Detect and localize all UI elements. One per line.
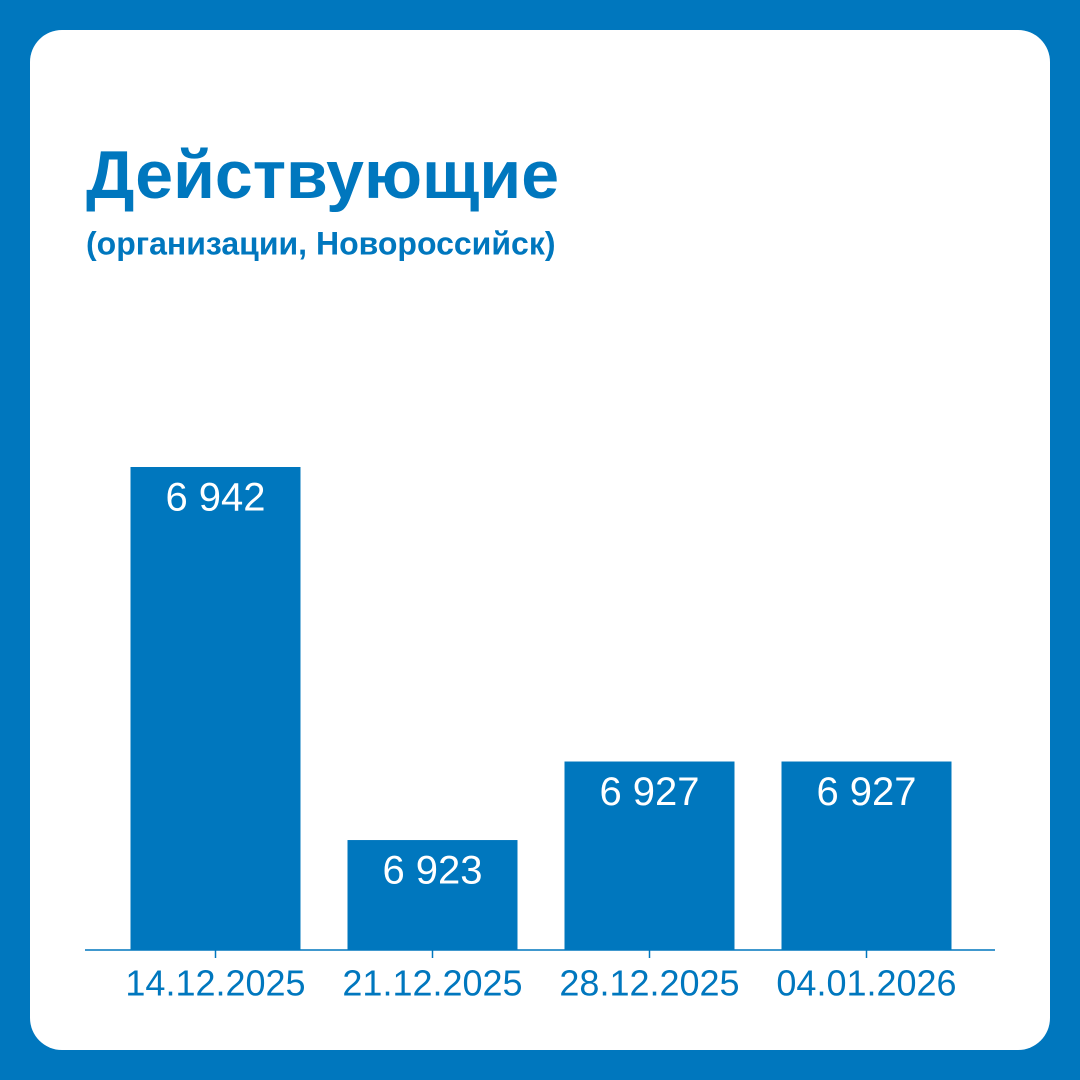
value-label: 6 923 — [382, 849, 482, 893]
bar — [130, 467, 301, 950]
value-label: 6 927 — [816, 770, 916, 814]
bar — [564, 761, 735, 950]
value-label: 6 942 — [165, 476, 265, 520]
x-tick-label: 04.01.2026 — [776, 963, 956, 1004]
chart-subtitle: (организации, Новороссийск) — [86, 225, 555, 261]
x-tick-label: 14.12.2025 — [125, 963, 305, 1004]
chart-title: Действующие — [86, 137, 559, 213]
x-tick-label: 21.12.2025 — [342, 963, 522, 1004]
bar — [781, 761, 952, 950]
bar — [347, 840, 518, 950]
value-label: 6 927 — [599, 770, 699, 814]
x-tick-label: 28.12.2025 — [559, 963, 739, 1004]
